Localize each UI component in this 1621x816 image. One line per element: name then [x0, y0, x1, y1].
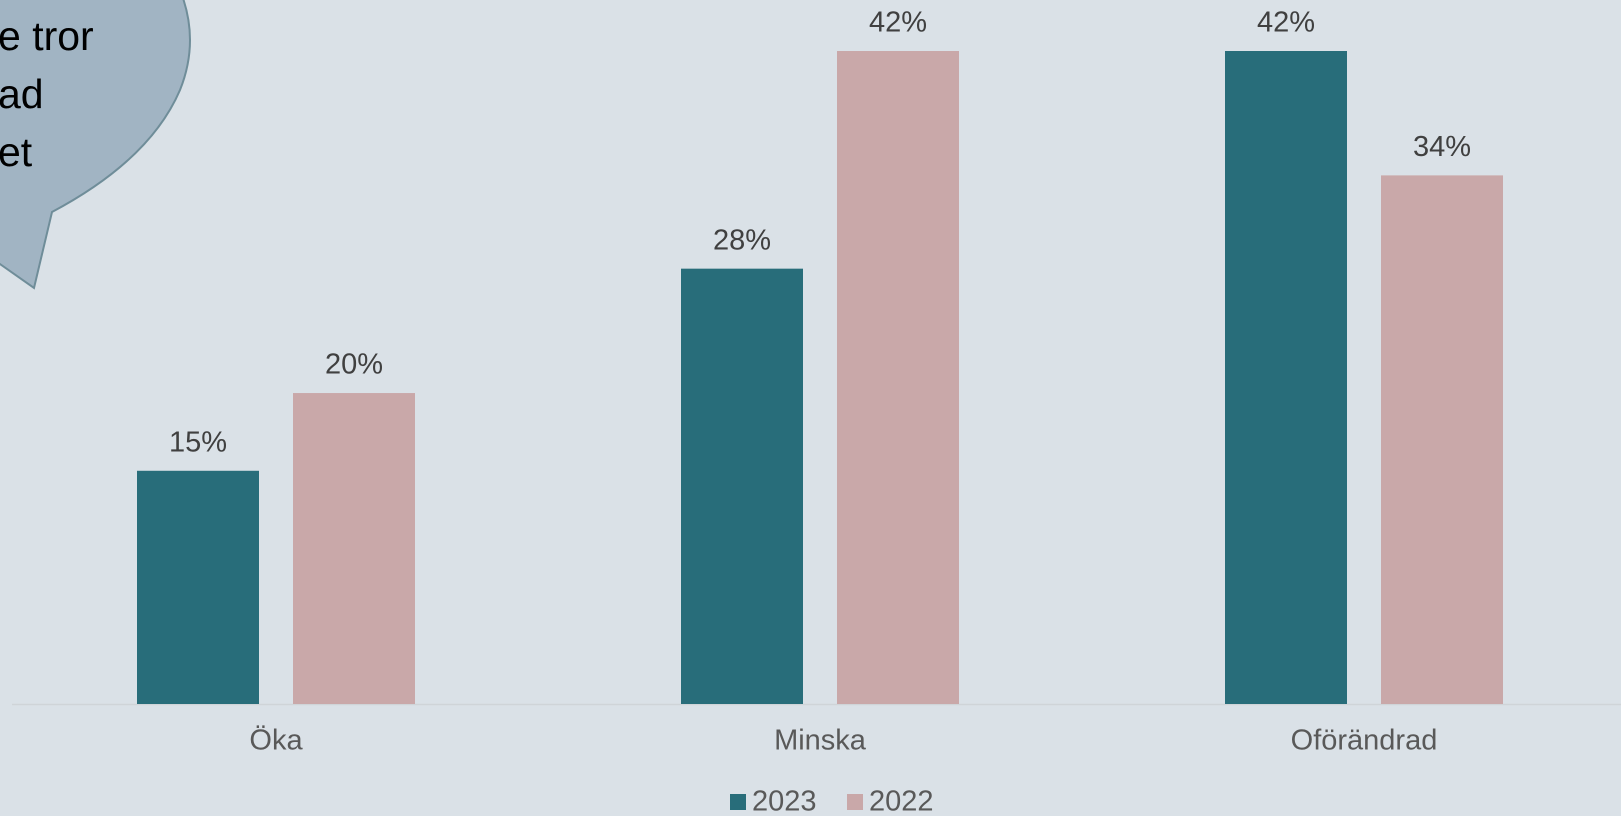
x-tick-label: Oförändrad — [1291, 725, 1438, 757]
legend-label: 2023 — [752, 786, 817, 816]
annotation-line: et — [0, 129, 33, 175]
bar — [681, 268, 803, 704]
data-label: 42% — [1257, 7, 1315, 39]
data-label: 15% — [169, 426, 227, 458]
annotation-line: ad — [0, 71, 44, 117]
data-label: 28% — [713, 224, 771, 256]
x-tick-label: Öka — [249, 725, 303, 757]
bar — [137, 470, 259, 704]
legend-label: 2022 — [869, 786, 934, 816]
x-tick-label: Minska — [774, 725, 867, 757]
legend-swatch — [730, 794, 746, 810]
legend-swatch — [847, 794, 863, 810]
data-label: 20% — [325, 349, 383, 381]
data-label: 42% — [869, 7, 927, 39]
data-label: 34% — [1413, 131, 1471, 163]
bar — [1225, 51, 1347, 704]
bar — [1381, 175, 1503, 704]
speech-bubble — [0, 0, 191, 290]
bar — [293, 393, 415, 704]
bar — [837, 51, 959, 704]
annotation-line: e tror — [0, 13, 94, 59]
